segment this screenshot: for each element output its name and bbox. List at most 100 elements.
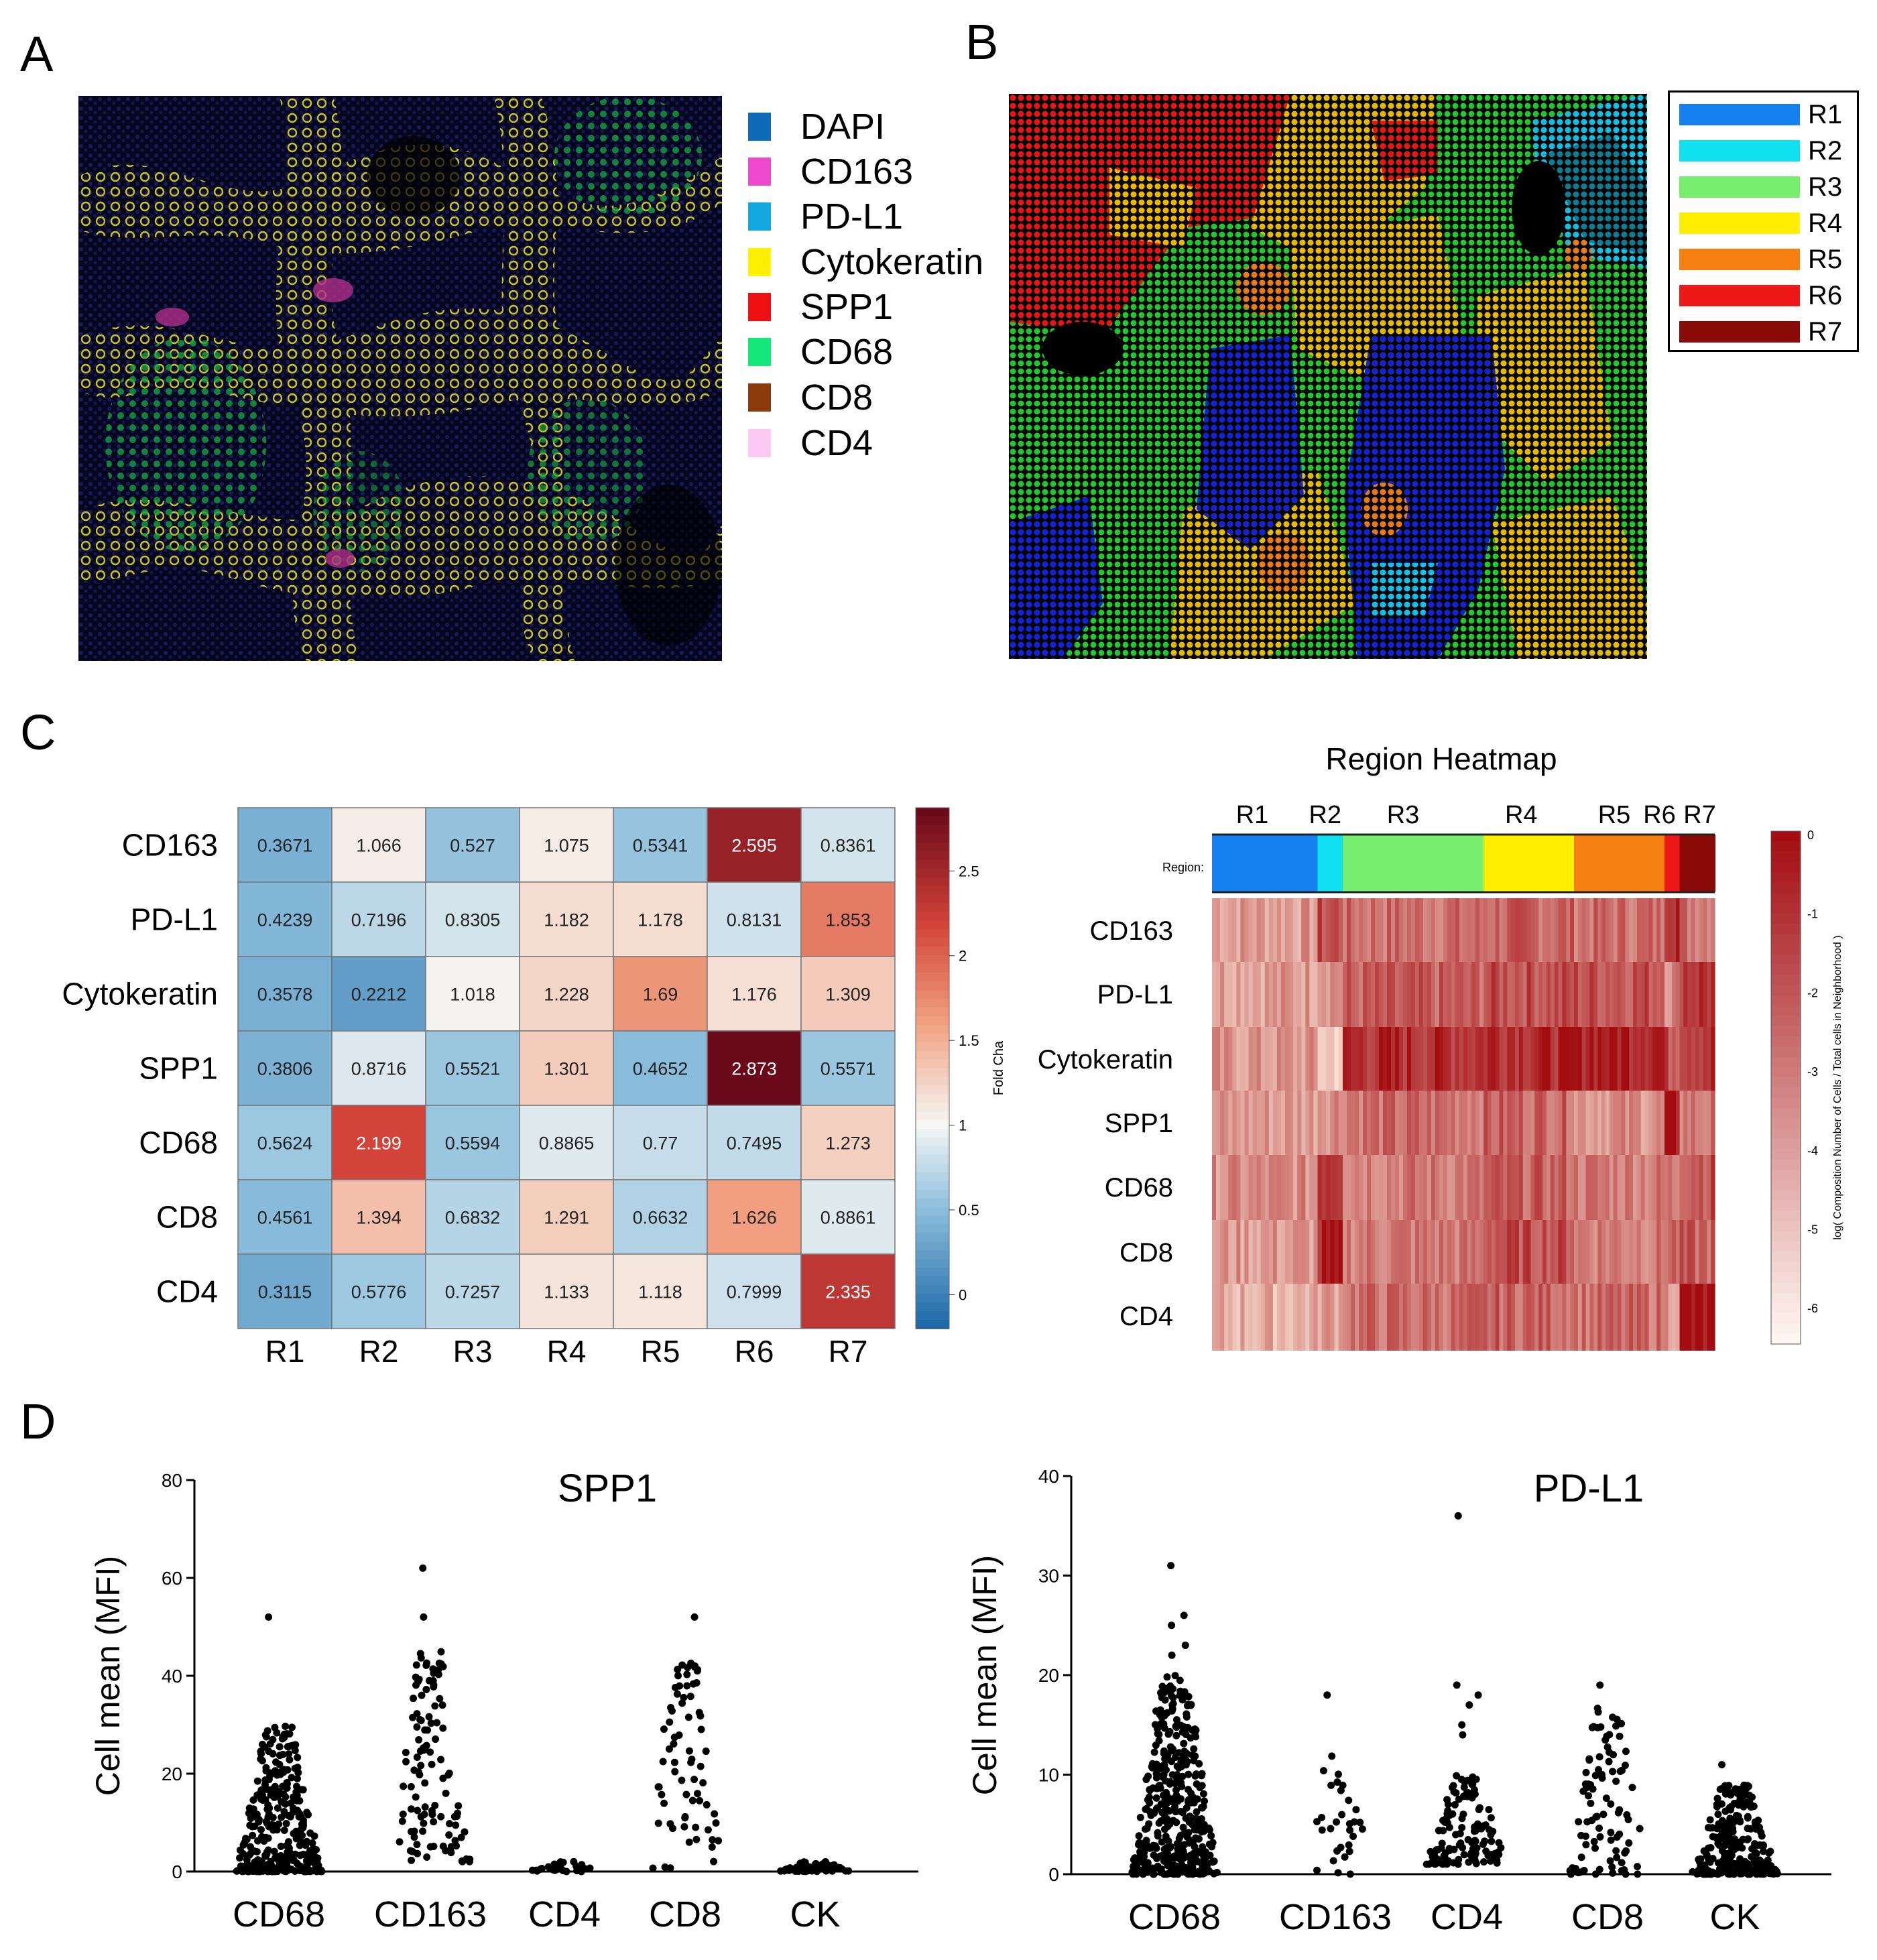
heatmap-stripe: [1546, 1027, 1551, 1094]
heatmap-stripe: [1359, 1091, 1364, 1158]
heatmap-stripe: [1317, 1220, 1323, 1287]
heatmap-stripe: [1640, 898, 1646, 965]
heatmap-stripe: [1542, 1027, 1547, 1094]
region-label: R1: [1808, 99, 1843, 129]
region-legend-item: R2: [1679, 136, 1842, 166]
data-point: [1190, 1745, 1198, 1753]
data-point: [670, 1740, 678, 1748]
colorbar-segment: [1771, 1066, 1801, 1079]
region-bar-segment: [1664, 835, 1681, 892]
data-point: [680, 1823, 688, 1831]
data-point: [1732, 1811, 1740, 1819]
heatmap-stripe: [1309, 962, 1315, 1029]
heatmap-stripe: [1664, 1091, 1669, 1158]
heatmap-stripe: [1216, 1155, 1221, 1222]
heatmap-stripe: [1309, 898, 1315, 965]
heatmap-stripe: [1236, 1091, 1242, 1158]
heatmap-stripe: [1463, 1027, 1468, 1094]
heatmap-stripe: [1668, 1027, 1673, 1094]
heatmap-stripe: [1407, 962, 1412, 1029]
cell-value: 0.4652: [633, 1059, 688, 1079]
legend-swatch: [748, 113, 771, 141]
data-point: [1174, 1870, 1182, 1878]
data-point: [286, 1851, 294, 1859]
heatmap-stripe: [1518, 1027, 1524, 1094]
heatmap-stripe: [1313, 1091, 1319, 1158]
heatmap-stripe: [1447, 898, 1452, 965]
heatmap-stripe: [1581, 1027, 1587, 1094]
data-point: [1620, 1866, 1628, 1874]
heatmap-stripe: [1577, 1155, 1583, 1222]
heatmap-stripe: [1383, 1027, 1388, 1094]
data-point: [288, 1723, 296, 1731]
plot-title: PD-L1: [1534, 1467, 1644, 1510]
cell-value: 1.291: [544, 1208, 589, 1228]
data-point: [678, 1661, 686, 1669]
heatmap-stripe: [1593, 962, 1598, 1029]
heatmap-stripe: [1711, 1284, 1715, 1351]
heatmap-stripe: [1297, 962, 1302, 1029]
heatmap-stripe: [1613, 1027, 1618, 1094]
heatmap-stripe: [1538, 1155, 1543, 1222]
data-point: [1155, 1730, 1163, 1738]
heatmap-stripe: [1629, 1284, 1634, 1351]
heatmap-stripe: [1313, 1027, 1319, 1094]
data-point: [1136, 1850, 1144, 1858]
heatmap-stripe: [1554, 962, 1559, 1029]
heatmap-cell: [519, 1253, 614, 1329]
heatmap-stripe: [1309, 1091, 1315, 1158]
heatmap-stripe: [1656, 962, 1661, 1029]
data-point: [1753, 1819, 1761, 1827]
heatmap-stripe: [1326, 1284, 1331, 1351]
heatmap-cell: [519, 881, 614, 957]
heatmap-stripe: [1507, 1027, 1512, 1094]
data-point: [1454, 1512, 1462, 1520]
heatmap-stripe: [1703, 1284, 1707, 1351]
data-point: [1161, 1755, 1169, 1763]
heatmap-stripe: [1597, 1155, 1602, 1222]
data-point: [300, 1867, 308, 1876]
data-point: [310, 1832, 318, 1840]
heatmap-stripe: [1675, 1027, 1681, 1094]
heatmap-stripe: [1507, 1155, 1512, 1222]
data-point: [400, 1782, 408, 1790]
data-point: [1207, 1832, 1215, 1840]
heatmap-stripe: [1451, 1155, 1456, 1222]
data-point: [1333, 1778, 1341, 1786]
heatmap-stripe: [1613, 1284, 1618, 1351]
data-point: [681, 1813, 689, 1821]
colorbar-tick-label: -1: [1807, 908, 1818, 921]
data-point: [459, 1857, 467, 1865]
data-point: [439, 1774, 447, 1782]
heatmap-stripe: [1297, 1155, 1302, 1222]
heatmap-stripe: [1431, 962, 1436, 1029]
colorbar-segment: [916, 1189, 949, 1199]
heatmap-stripe: [1383, 1155, 1388, 1222]
colorbar-segment: [1771, 975, 1801, 986]
heatmap-stripe: [1334, 1220, 1339, 1287]
heatmap-stripe: [1423, 1091, 1428, 1158]
heatmap-stripe: [1359, 1284, 1364, 1351]
data-point: [233, 1867, 241, 1875]
heatmap-stripe: [1403, 1027, 1408, 1094]
data-point: [811, 1865, 819, 1873]
heatmap-stripe: [1371, 1155, 1376, 1222]
heatmap-stripe: [1707, 1155, 1711, 1222]
colorbar-segment: [916, 816, 949, 826]
heatmap-stripe: [1355, 1220, 1359, 1287]
heatmap-stripe: [1379, 1091, 1384, 1158]
cell-value: 0.3578: [257, 985, 313, 1005]
heatmap-stripe: [1228, 962, 1233, 1029]
colorbar-segment: [1771, 1313, 1801, 1325]
data-point: [692, 1835, 701, 1843]
heatmap-stripe: [1522, 962, 1528, 1029]
heatmap-stripe: [1695, 1027, 1700, 1094]
heatmap-stripe: [1244, 962, 1250, 1029]
heatmap-stripe: [1419, 1220, 1424, 1287]
heatmap-stripe: [1367, 1284, 1372, 1351]
heatmap-stripe: [1487, 1155, 1492, 1222]
data-point: [1198, 1782, 1206, 1790]
cell-value: 0.5776: [351, 1282, 407, 1302]
heatmap-stripe: [1672, 1220, 1677, 1287]
heatmap-stripe: [1538, 898, 1543, 965]
